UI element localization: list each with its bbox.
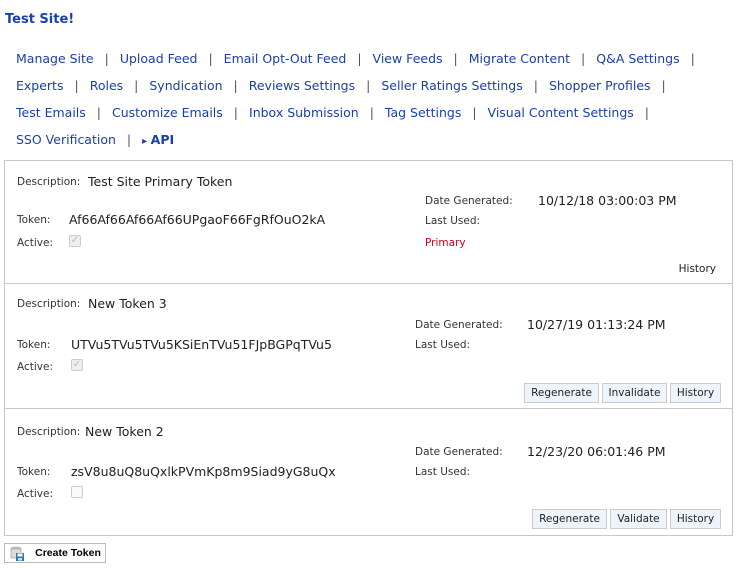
nav-link[interactable]: Email Opt-Out Feed bbox=[223, 51, 347, 66]
nav-separator: | bbox=[690, 51, 695, 66]
nav-link[interactable]: Upload Feed bbox=[119, 51, 198, 66]
nav-separator: | bbox=[453, 51, 458, 66]
nav-link[interactable]: Customize Emails bbox=[112, 105, 223, 120]
token-value: Af66Af66Af66Af66UPgaoF66FgRfOuO2kA bbox=[69, 212, 326, 227]
nav-link[interactable]: Roles bbox=[89, 78, 124, 93]
nav-separator: | bbox=[369, 105, 374, 120]
nav-separator: | bbox=[96, 105, 102, 120]
nav-link[interactable]: Visual Content Settings bbox=[487, 105, 634, 120]
nav-separator: | bbox=[208, 51, 213, 66]
site-title: Test Site! bbox=[5, 12, 75, 27]
nav-link[interactable]: Syndication bbox=[149, 78, 223, 93]
history-button[interactable]: History bbox=[670, 509, 721, 529]
history-button[interactable]: History bbox=[670, 383, 721, 403]
nav-separator: | bbox=[644, 105, 650, 120]
nav-separator: | bbox=[661, 78, 666, 93]
nav-link[interactable]: Experts bbox=[16, 78, 64, 93]
description-value: New Token 3 bbox=[88, 296, 167, 311]
active-label: Active: bbox=[17, 237, 54, 249]
date-generated-value: 10/27/19 01:13:24 PM bbox=[527, 317, 666, 332]
nav-separator: | bbox=[74, 78, 79, 93]
site-nav: Manage Site | Upload Feed | Email Opt-Out Fe… bbox=[16, 45, 731, 155]
description-label: Description: bbox=[17, 176, 81, 188]
active-checkbox[interactable]: ✓ bbox=[71, 359, 83, 371]
database-save-icon bbox=[10, 546, 24, 561]
nav-separator: | bbox=[357, 51, 362, 66]
token-label: Token: bbox=[17, 339, 51, 351]
caret-right-icon: ▸ bbox=[142, 136, 151, 147]
last-used-label: Last Used: bbox=[415, 339, 471, 351]
nav-link[interactable]: Reviews Settings bbox=[248, 78, 356, 93]
description-value: New Token 2 bbox=[85, 424, 164, 439]
description-value: Test Site Primary Token bbox=[88, 174, 233, 189]
regenerate-button[interactable]: Regenerate bbox=[524, 383, 599, 403]
nav-link[interactable]: Migrate Content bbox=[468, 51, 571, 66]
token-panel: Description: New Token 2 Token: zsV8u8uQ… bbox=[4, 408, 733, 536]
nav-separator: | bbox=[233, 105, 239, 120]
nav-separator: | bbox=[134, 78, 139, 93]
active-checkbox[interactable] bbox=[71, 486, 83, 498]
create-token-label: Create Token bbox=[35, 547, 101, 559]
nav-separator: | bbox=[366, 78, 371, 93]
nav-separator: | bbox=[581, 51, 586, 66]
date-generated-label: Date Generated: bbox=[415, 319, 503, 331]
token-panel-primary: Description: Test Site Primary Token Tok… bbox=[4, 160, 733, 284]
create-token-button[interactable]: Create Token bbox=[4, 543, 106, 563]
nav-link[interactable]: Q&A Settings bbox=[596, 51, 680, 66]
token-label: Token: bbox=[17, 466, 51, 478]
date-generated-label: Date Generated: bbox=[415, 446, 503, 458]
validate-button[interactable]: Validate bbox=[610, 509, 667, 529]
nav-link[interactable]: Shopper Profiles bbox=[548, 78, 651, 93]
nav-separator: | bbox=[126, 132, 132, 147]
date-generated-label: Date Generated: bbox=[425, 195, 513, 207]
nav-link[interactable]: Test Emails bbox=[16, 105, 86, 120]
token-value: UTVu5TVu5TVu5KSiEnTVu51FJpBGPqTVu5 bbox=[71, 337, 332, 352]
description-label: Description: bbox=[17, 298, 81, 310]
description-label: Description: bbox=[17, 426, 81, 438]
history-button[interactable]: History bbox=[678, 263, 716, 275]
nav-separator: | bbox=[472, 105, 477, 120]
nav-separator: | bbox=[233, 78, 238, 93]
regenerate-button[interactable]: Regenerate bbox=[532, 509, 607, 529]
nav-link[interactable]: Manage Site bbox=[16, 51, 94, 66]
active-checkbox[interactable]: ✓ bbox=[69, 235, 81, 247]
nav-link-api[interactable]: ▸ API bbox=[142, 132, 174, 147]
last-used-label: Last Used: bbox=[425, 215, 481, 227]
nav-link[interactable]: Inbox Submission bbox=[249, 105, 359, 120]
active-label: Active: bbox=[17, 361, 54, 373]
token-value: zsV8u8uQ8uQxlkPVmKp8m9Siad9yG8uQx bbox=[71, 464, 336, 479]
date-generated-value: 12/23/20 06:01:46 PM bbox=[527, 444, 666, 459]
nav-link[interactable]: View Feeds bbox=[372, 51, 443, 66]
nav-link[interactable]: Seller Ratings Settings bbox=[381, 78, 523, 93]
nav-separator: | bbox=[104, 51, 109, 66]
invalidate-button[interactable]: Invalidate bbox=[602, 383, 667, 403]
token-label: Token: bbox=[17, 214, 51, 226]
nav-separator: | bbox=[533, 78, 538, 93]
token-panel: Description: New Token 3 Token: UTVu5TVu… bbox=[4, 283, 733, 409]
nav-link[interactable]: SSO Verification bbox=[16, 132, 116, 147]
active-label: Active: bbox=[17, 488, 54, 500]
last-used-label: Last Used: bbox=[415, 466, 471, 478]
primary-status: Primary bbox=[425, 237, 466, 249]
nav-link-label: API bbox=[150, 132, 175, 147]
nav-link[interactable]: Tag Settings bbox=[384, 105, 462, 120]
date-generated-value: 10/12/18 03:00:03 PM bbox=[538, 193, 677, 208]
